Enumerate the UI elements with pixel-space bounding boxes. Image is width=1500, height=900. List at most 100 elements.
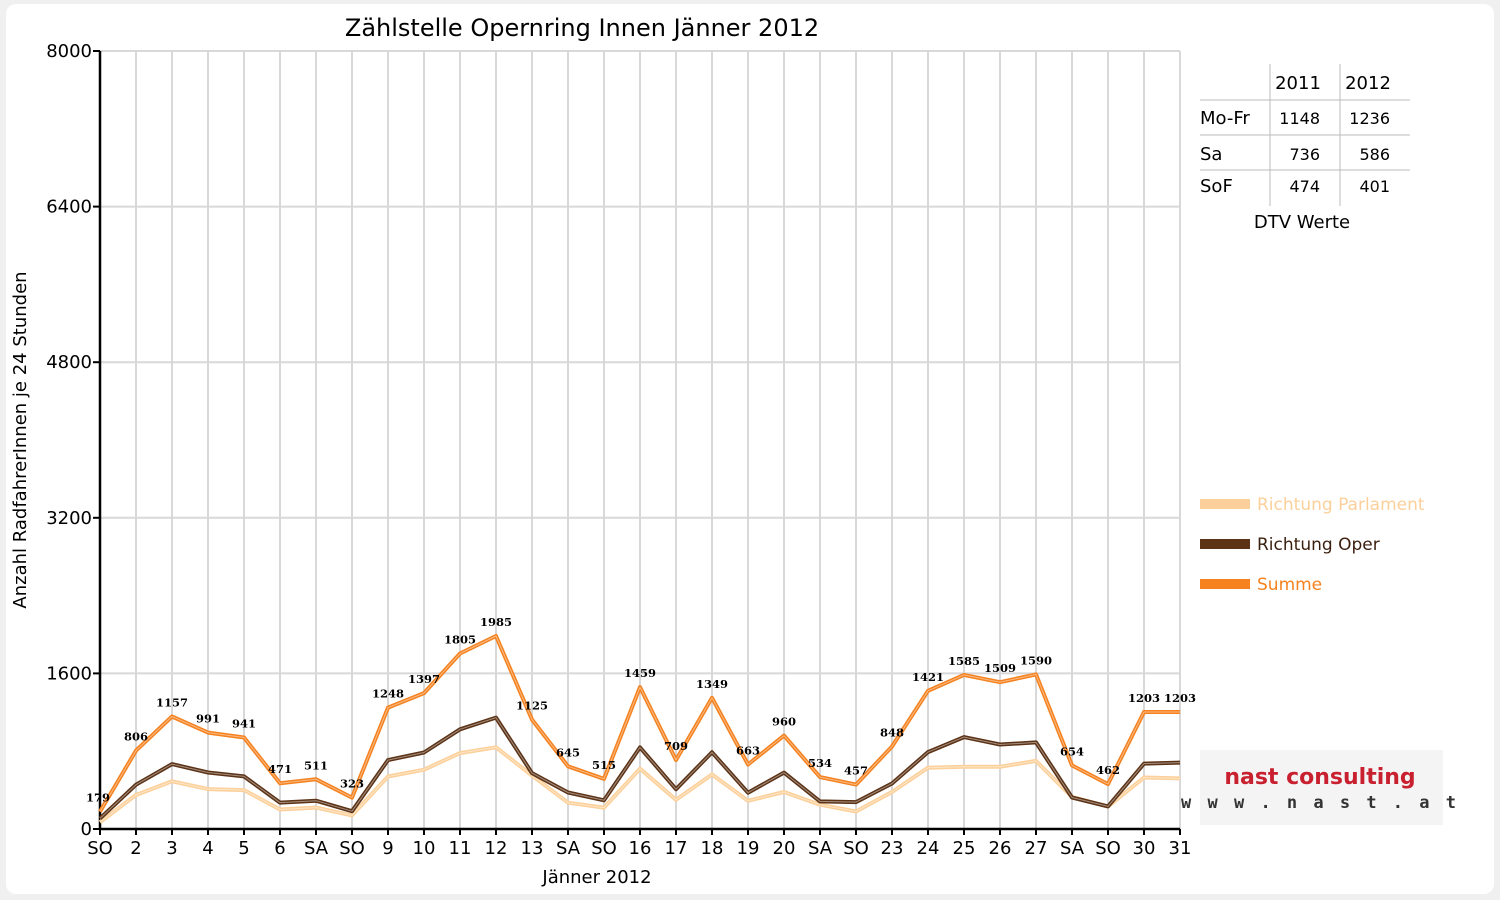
- axes: [93, 50, 1181, 835]
- table-cell: 1148: [1279, 109, 1320, 128]
- x-tick-label: 26: [989, 838, 1012, 859]
- dtv-table: 2011 2012 Mo-Fr 1148 1236 Sa 736 586 SoF…: [1200, 64, 1410, 233]
- data-label: 709: [664, 739, 688, 753]
- x-tick-label: 11: [449, 838, 472, 859]
- data-label: 462: [1096, 763, 1120, 777]
- table-row-label: SoF: [1200, 176, 1233, 197]
- table-cell: 401: [1359, 177, 1390, 196]
- data-label: 645: [556, 745, 580, 759]
- data-label: 663: [736, 744, 760, 758]
- logo-background: [1200, 750, 1443, 825]
- legend: Richtung Parlament Richtung Oper Summe: [1200, 495, 1425, 595]
- data-label: 806: [124, 730, 148, 744]
- series-line-highlight: [99, 746, 1181, 823]
- data-label: 941: [232, 716, 256, 730]
- chart-title: Zählstelle Opernring Innen Jänner 2012: [345, 14, 819, 42]
- x-tick-label: 16: [629, 838, 652, 859]
- y-tick-label: 6400: [46, 197, 92, 218]
- table-row-label: Mo-Fr: [1200, 108, 1250, 129]
- data-label: 457: [844, 764, 868, 778]
- data-label: 1459: [624, 666, 656, 680]
- data-label: 1590: [1020, 653, 1052, 667]
- table-row-label: Sa: [1200, 144, 1222, 165]
- table-header-2011: 2011: [1275, 73, 1321, 94]
- y-tick-label: 0: [81, 819, 92, 840]
- y-tick-label: 1600: [46, 663, 92, 684]
- table-cell: 1236: [1349, 109, 1390, 128]
- x-tick-label: SA: [556, 838, 581, 859]
- y-axis-label: Anzahl RadfahrerInnen je 24 Stunden: [10, 271, 31, 608]
- x-tick-label: SO: [339, 838, 365, 859]
- data-label: 1585: [948, 654, 980, 668]
- x-tick-label: 4: [202, 838, 213, 859]
- logo-text: nast consulting: [1224, 765, 1415, 790]
- x-tick-label: 18: [701, 838, 724, 859]
- series-line: [98, 745, 1181, 824]
- data-label: 1421: [912, 670, 944, 684]
- data-label: 1157: [156, 695, 188, 709]
- table-cell: 474: [1289, 177, 1320, 196]
- y-tick-labels: 0 1600 3200 4800 6400 8000: [46, 41, 92, 840]
- y-tick-label: 8000: [46, 41, 92, 62]
- data-label: 960: [772, 715, 796, 729]
- x-tick-label: 10: [413, 838, 436, 859]
- legend-item-label: Richtung Parlament: [1257, 495, 1425, 515]
- logo: nast consulting w w w . n a s t . a t: [1181, 750, 1459, 825]
- series-line-highlight: [99, 717, 1181, 819]
- data-label: 1203: [1128, 691, 1160, 705]
- x-tick-label: 17: [665, 838, 688, 859]
- series-line-highlight: [99, 635, 1180, 812]
- x-tick-label: SA: [304, 838, 329, 859]
- data-label: 534: [808, 756, 832, 770]
- data-label: 848: [880, 726, 904, 740]
- x-tick-label: 12: [485, 838, 508, 859]
- data-label: 1125: [516, 699, 548, 713]
- x-tick-label: 25: [953, 838, 976, 859]
- x-tick-label: 27: [1025, 838, 1048, 859]
- x-tick-label: 2: [130, 838, 141, 859]
- data-label: 1397: [408, 672, 440, 686]
- y-tick-label: 4800: [46, 352, 92, 373]
- x-axis-label: Jänner 2012: [541, 867, 651, 888]
- x-tick-labels: SO 2 3 4 5 6 SA SO 9 10 11 12 13 SA SO 16 17 18 19 20 SA SO 23…: [87, 838, 1191, 859]
- table-cell: 736: [1289, 145, 1320, 164]
- data-label: 1509: [984, 661, 1016, 675]
- data-label: 1203: [1164, 691, 1196, 705]
- data-label: 471: [268, 762, 292, 776]
- logo-url: w w w . n a s t . a t: [1181, 793, 1459, 813]
- x-tick-label: 9: [382, 838, 393, 859]
- legend-swatch: [1200, 499, 1250, 509]
- x-tick-label: SO: [1095, 838, 1121, 859]
- x-tick-label: SO: [87, 838, 113, 859]
- data-labels: 179 806 1157 991 941 471 511 323 1248 1397 1805 198…: [86, 615, 1196, 805]
- y-tick-label: 3200: [46, 508, 92, 529]
- x-tick-label: 6: [274, 838, 285, 859]
- series-line: [98, 634, 1180, 813]
- data-label: 511: [304, 758, 328, 772]
- x-tick-label: SA: [1060, 838, 1085, 859]
- x-tick-label: 23: [881, 838, 904, 859]
- x-tick-label: 24: [917, 838, 940, 859]
- data-label: 654: [1060, 744, 1084, 758]
- table-caption: DTV Werte: [1254, 212, 1350, 233]
- table-cell: 586: [1359, 145, 1390, 164]
- x-tick-label: 5: [238, 838, 249, 859]
- data-label: 1985: [480, 615, 512, 629]
- data-label: 515: [592, 758, 616, 772]
- legend-item-label: Richtung Oper: [1257, 535, 1380, 555]
- x-tick-label: 20: [773, 838, 796, 859]
- data-label: 1805: [444, 632, 476, 646]
- legend-swatch: [1200, 579, 1250, 589]
- x-tick-label: SA: [808, 838, 833, 859]
- x-tick-label: 3: [166, 838, 177, 859]
- chart-frame: [6, 4, 1494, 894]
- table-header-2012: 2012: [1345, 73, 1391, 94]
- x-tick-label: 13: [521, 838, 544, 859]
- x-tick-label: SO: [843, 838, 869, 859]
- x-tick-label: 31: [1169, 838, 1192, 859]
- data-label: 179: [86, 791, 110, 805]
- grid: [100, 50, 1181, 829]
- x-tick-label: 19: [737, 838, 760, 859]
- series-lines: [98, 634, 1181, 824]
